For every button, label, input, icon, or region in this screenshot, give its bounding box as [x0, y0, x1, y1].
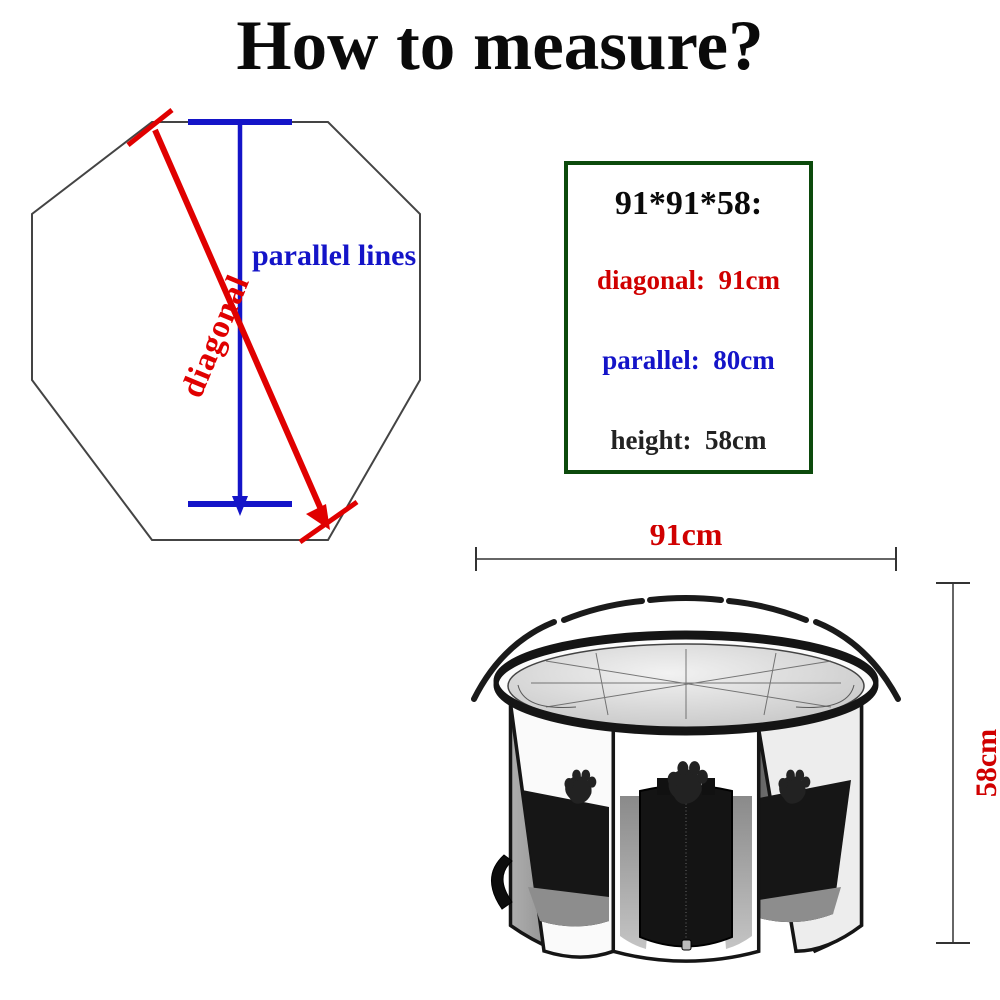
- svg-text:58cm: 58cm: [970, 729, 1000, 797]
- svg-text:parallel lines: parallel lines: [252, 239, 416, 272]
- svg-text:91cm: 91cm: [650, 525, 723, 552]
